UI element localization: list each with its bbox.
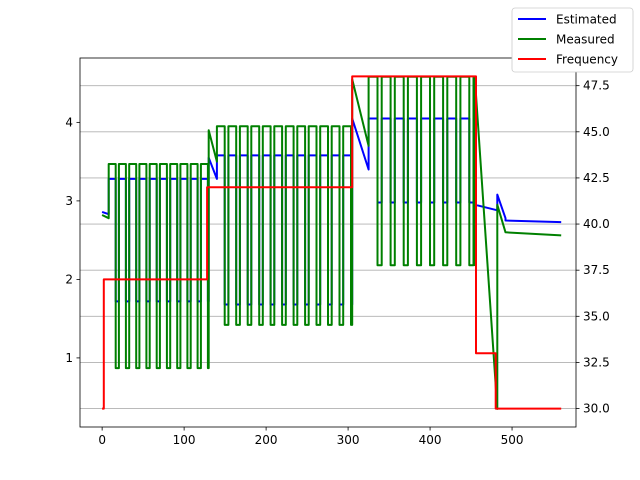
x-tick-label: 300 (337, 433, 360, 447)
y-axis-right: 30.0 32.5 35.0 37.5 40.0 42.5 45.0 47.5 (576, 79, 610, 416)
y-right-tick-label: 35.0 (583, 309, 610, 323)
legend-label-measured: Measured (556, 33, 615, 47)
plot-area (101, 75, 562, 410)
x-tick-label: 400 (419, 433, 442, 447)
y-right-tick-label: 47.5 (583, 79, 610, 93)
y-left-tick-label: 1 (65, 351, 73, 365)
y-left-tick-label: 4 (65, 115, 73, 129)
legend-box (511, 7, 634, 73)
y-right-tick-label: 45.0 (583, 125, 610, 139)
y-right-tick-label: 37.5 (583, 263, 610, 277)
y-axis-left: 1 2 3 4 (65, 115, 80, 365)
x-tick-label: 0 (98, 433, 106, 447)
y-left-tick-label: 3 (65, 194, 73, 208)
y-right-tick-label: 30.0 (583, 402, 610, 416)
legend-label-estimated: Estimated (556, 13, 617, 27)
y-right-tick-label: 42.5 (583, 171, 610, 185)
series-line-frequency (102, 75, 562, 410)
x-tick-label: 100 (173, 433, 196, 447)
legend-label-frequency: Frequency (556, 53, 618, 67)
axes-frame (79, 57, 577, 428)
y-left-tick-label: 2 (65, 272, 73, 286)
x-tick-label: 500 (501, 433, 524, 447)
x-axis: 0 100 200 300 400 500 (98, 427, 524, 447)
legend: Estimated Measured Frequency (511, 7, 634, 73)
x-tick-label: 200 (255, 433, 278, 447)
y-right-tick-label: 32.5 (583, 355, 610, 369)
y-right-tick-label: 40.0 (583, 217, 610, 231)
